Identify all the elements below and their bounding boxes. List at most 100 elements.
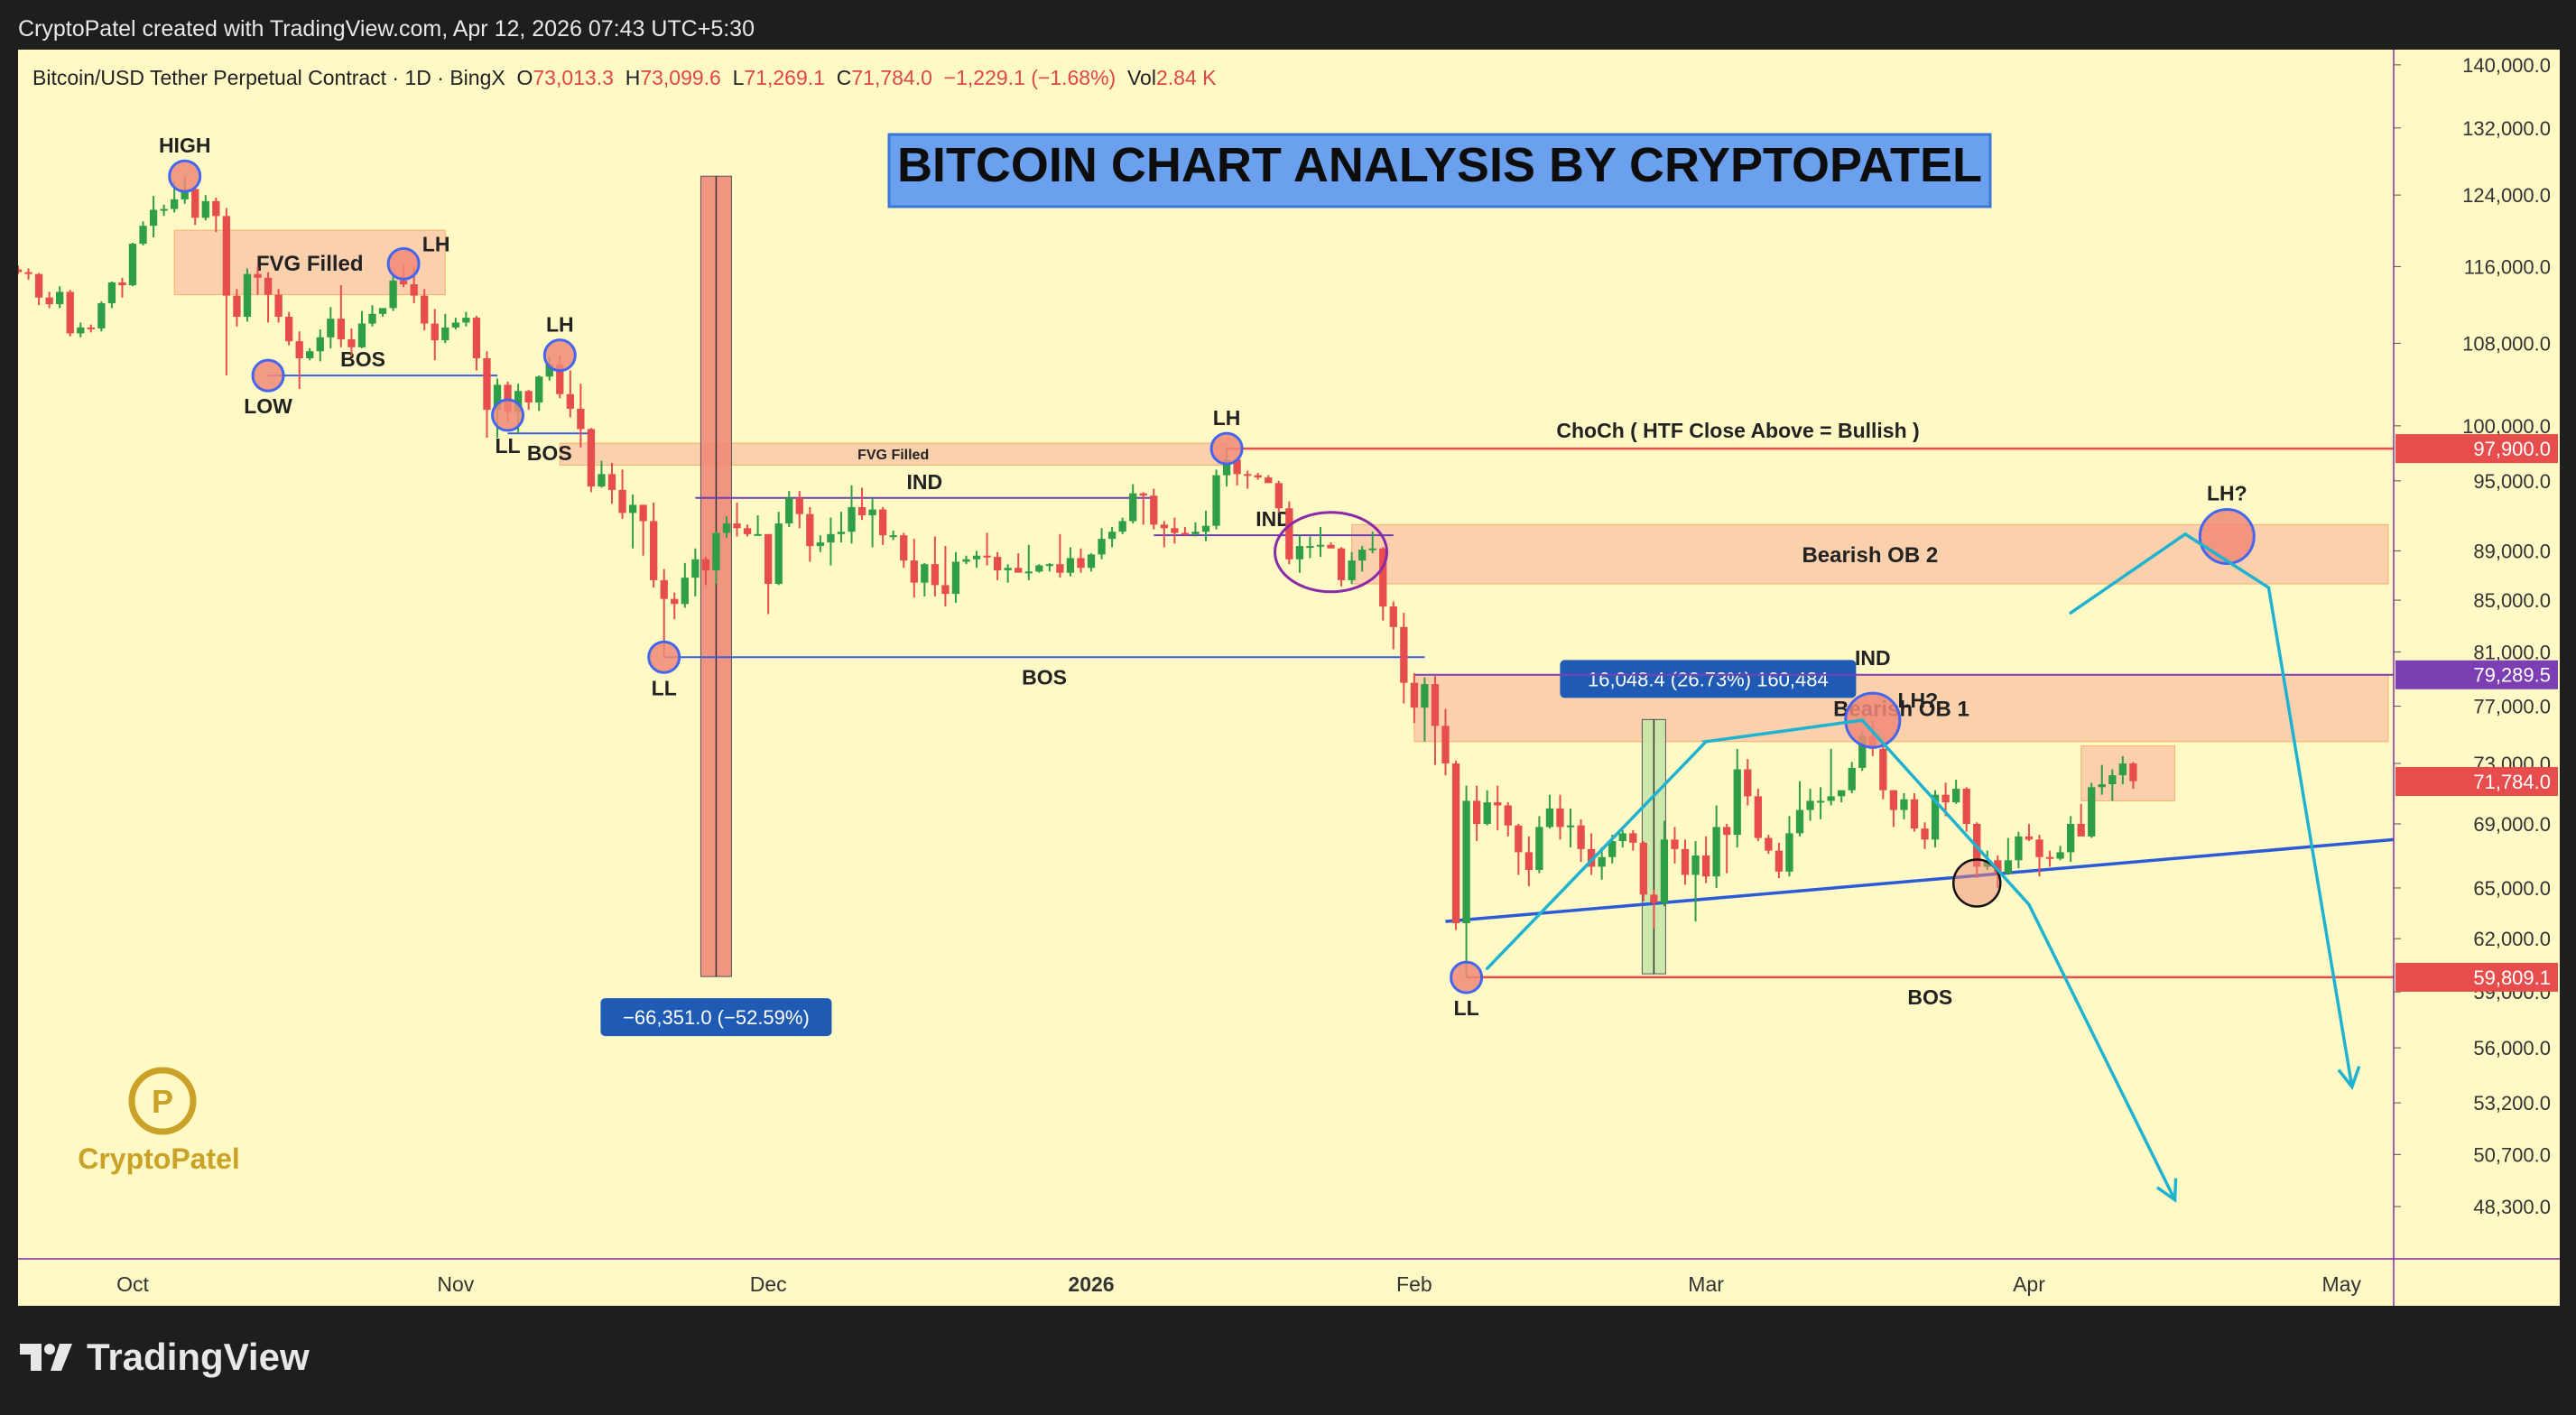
candle-body (181, 189, 189, 199)
candle-body (607, 474, 616, 490)
candle-body (1733, 769, 1741, 836)
candle-body (1129, 493, 1137, 522)
swing-label: LH (422, 232, 450, 255)
candle-body (1504, 805, 1512, 826)
candle-body (878, 509, 887, 536)
candle-body (316, 337, 324, 352)
y-tick-label: 53,200.0 (2473, 1092, 2551, 1114)
candle-body (764, 533, 773, 585)
level-label: BOS (527, 441, 572, 465)
supply-zone (2080, 745, 2176, 801)
candle-body (1379, 548, 1387, 607)
candle-body (868, 509, 876, 515)
swing-marker (168, 159, 202, 193)
candle-body (556, 364, 564, 394)
candle-body (1212, 475, 1220, 526)
candle-body (1327, 544, 1335, 549)
candle-body (1494, 802, 1502, 806)
low-label: L (732, 66, 745, 89)
candle-body (1274, 483, 1283, 509)
y-tick-label: 132,000.0 (2462, 117, 2551, 140)
candle-body (900, 535, 908, 561)
level-label: ChoCh ( HTF Close Above = Bullish ) (1556, 419, 1919, 442)
x-tick-label: Mar (1688, 1272, 1724, 1296)
candle-body (139, 226, 147, 245)
candle-body (1233, 459, 1241, 475)
candle-body (274, 294, 283, 318)
swing-label: LOW (244, 394, 292, 418)
candle-body (1348, 560, 1356, 580)
candle-body (1254, 475, 1262, 478)
y-tick-label: 108,000.0 (2462, 332, 2551, 355)
logo-ring (128, 1067, 197, 1135)
logo-wordmark: CryptoPatel (78, 1142, 240, 1175)
candle-body (628, 504, 637, 513)
candle-body (1472, 800, 1481, 824)
candle-body (1462, 800, 1470, 924)
swing-label: LH? (2207, 481, 2247, 504)
candle-body (827, 533, 835, 543)
chart-area[interactable]: FVG Filled FVG Filled Bearish OB 2 Bearish … (18, 50, 2560, 1306)
candle-body (972, 555, 981, 560)
swing-marker (491, 398, 525, 432)
candle-body (1421, 684, 1429, 708)
measure-label-box (1560, 660, 1857, 698)
y-tick-label: 140,000.0 (2462, 54, 2551, 77)
candle-body (107, 282, 116, 304)
projection-arrowhead (2155, 1178, 2178, 1203)
y-tick-label: 62,000.0 (2473, 928, 2551, 950)
candle-body (754, 533, 762, 536)
candle-body (1107, 532, 1117, 540)
candle-body (264, 277, 273, 295)
y-tick-label: 85,000.0 (2473, 589, 2551, 612)
candle-body (1566, 825, 1575, 828)
candle-body (1691, 855, 1700, 875)
candle-body (1806, 800, 1814, 810)
candle-body (1754, 796, 1762, 838)
candle-body (1316, 544, 1325, 547)
candle-body (18, 269, 23, 273)
candle-body (566, 393, 574, 409)
swing-marker (542, 338, 577, 373)
candle-body (1712, 827, 1720, 877)
candle-body (128, 244, 137, 286)
tradingview-logo[interactable]: TradingView (20, 1336, 310, 1379)
candle-body (1535, 827, 1543, 871)
candle-body (493, 384, 502, 411)
swing-marker (1844, 691, 1902, 749)
candle-body (56, 291, 64, 305)
candle-body (1410, 682, 1419, 708)
candle-body (1098, 539, 1106, 555)
candle-body (451, 322, 459, 328)
level-label: IND (907, 470, 943, 494)
candle-body (295, 341, 303, 358)
open-label: O (516, 66, 533, 89)
candle-body (1045, 564, 1053, 567)
candle-body (722, 523, 731, 533)
y-tick-label: 81,000.0 (2473, 641, 2551, 663)
candle-body (598, 474, 606, 487)
candle-body (650, 521, 658, 580)
candle-body (1827, 796, 1835, 801)
y-tick-label: 77,000.0 (2473, 696, 2551, 718)
candle-body (1598, 856, 1606, 867)
swing-label: HIGH (159, 134, 211, 157)
swing-marker (1209, 431, 1244, 466)
swing-marker (386, 246, 421, 281)
candle-body (857, 506, 866, 515)
candle-body (639, 504, 647, 522)
candle-body (514, 391, 523, 412)
x-tick-label: May (2322, 1272, 2362, 1296)
symbol-label[interactable]: Bitcoin/USD Tether Perpetual Contract · … (32, 66, 505, 89)
candle-body (378, 308, 387, 314)
y-tick-label: 116,000.0 (2464, 255, 2551, 278)
candle-body (2004, 860, 2013, 874)
candle-body (993, 557, 1002, 570)
candle-body (733, 523, 741, 529)
price-tag (2395, 962, 2558, 992)
swing-marker (2198, 507, 2256, 565)
candle-body (1900, 799, 1908, 810)
swing-label: LH (1213, 406, 1241, 430)
candle-body (1618, 833, 1626, 842)
